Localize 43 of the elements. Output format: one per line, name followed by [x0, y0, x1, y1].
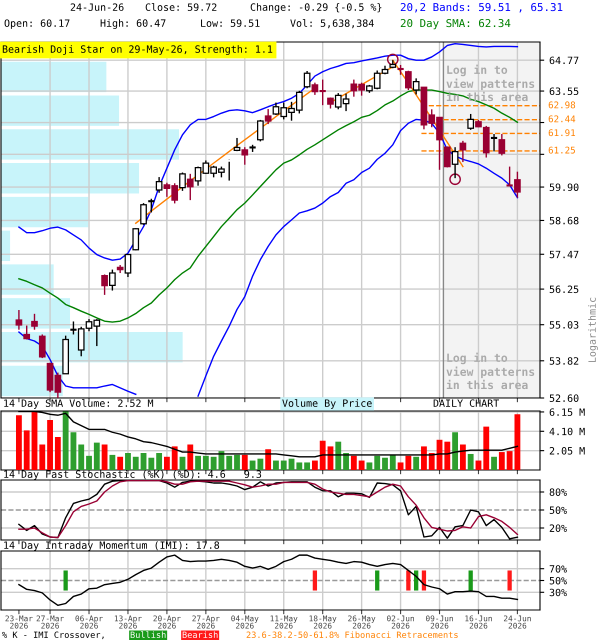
y-tick-label: 53.82: [550, 357, 578, 365]
text: 23.6-38.2-50-61.8% Fibonacci Retracements: [246, 631, 458, 638]
text: Low: 59.51: [201, 19, 260, 27]
text: % K - IMI Crossover,: [2, 632, 104, 640]
ref-line-label: 62.44: [548, 115, 576, 122]
y-tick-label: 59.90: [550, 183, 578, 192]
y-tick-label: 55.03: [550, 321, 578, 329]
text: DAILY CHART: [434, 399, 499, 407]
y-tick-label: 70%: [550, 565, 567, 573]
y-tick-label: 20%: [550, 524, 567, 532]
chart-title: 14 Day Intraday Momentum (IMI): 17.8: [4, 541, 220, 551]
y-tick-label: 52.60: [550, 394, 578, 402]
annotation: Log in to view patterns in this area: [446, 352, 534, 390]
text: Vol: 5,638,384: [290, 19, 374, 28]
y-tick-label: 58.68: [550, 216, 578, 224]
y-tick-label: 64.77: [550, 56, 578, 64]
y-tick-label: 80%: [550, 488, 567, 496]
y-tick-label: 4.10 M: [550, 428, 585, 436]
chart-title: 14 Day Fast Stochastic (%K) (%D): 4.6 9.3: [4, 470, 262, 480]
y-tick-label: 50%: [550, 576, 567, 584]
y-tick-label: 6.15 M: [550, 408, 585, 416]
ref-line-label: 61.91: [548, 129, 576, 136]
y-tick-label: 50%: [550, 506, 567, 514]
y-tick-label: 30%: [550, 588, 567, 596]
text: Open: 60.17: [4, 19, 70, 29]
text: Volume By Price: [282, 399, 372, 409]
y-tick-label: 63.55: [550, 87, 578, 96]
y-tick-label: 57.47: [550, 250, 578, 258]
text: Close: 59.72: [146, 3, 216, 11]
text: Bearish: [182, 631, 218, 638]
text: Bullish: [130, 631, 166, 638]
y-tick-label: 2.05 M: [550, 447, 585, 455]
annotation: Bearish Doji Star on 29-May-26, Strength: 1.1: [2, 45, 272, 55]
y-tick-label: 56.25: [550, 286, 578, 294]
text: High: 60.47: [100, 19, 166, 29]
text: 24-Jun-26: [70, 3, 124, 11]
ref-line-label: 61.25: [548, 146, 575, 154]
chart-title: 14 Day SMA Volume: 2.52 M: [4, 399, 154, 409]
ref-line-label: 62.98: [548, 101, 576, 108]
y-axis-title: Logarithmic: [588, 298, 598, 362]
text: Change: -0.29 {-0.5 %}: [250, 3, 382, 13]
text: 20,2 Bands: 59.51 , 65.31: [400, 2, 562, 13]
text: 20 Day SMA: 62.34: [400, 18, 510, 30]
